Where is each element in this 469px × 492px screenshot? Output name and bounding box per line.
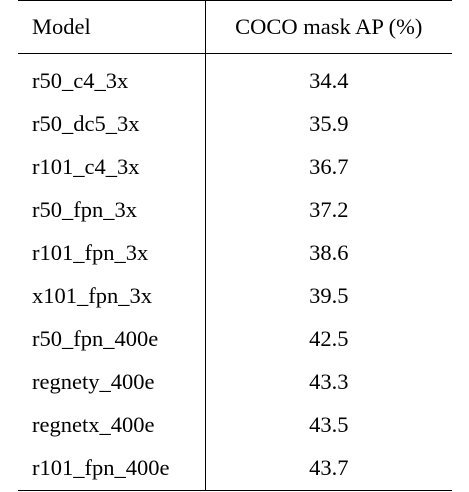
table-row: r101_fpn_3x 38.6 <box>18 232 452 275</box>
cell-coco-mask-ap: 43.7 <box>309 455 349 481</box>
cell-coco-mask-ap: 39.5 <box>309 283 349 309</box>
table-row: r50_fpn_400e 42.5 <box>18 318 452 361</box>
cell-model-name: r101_fpn_400e <box>18 447 206 491</box>
table-row: regnety_400e 43.3 <box>18 361 452 404</box>
table-row: r50_c4_3x 34.4 <box>18 53 452 103</box>
table-row: regnetx_400e 43.5 <box>18 404 452 447</box>
table-row: r101_c4_3x 36.7 <box>18 146 452 189</box>
header-model: Model <box>18 0 206 54</box>
table-row: r101_fpn_400e 43.7 <box>18 447 452 491</box>
table-row: x101_fpn_3x 39.5 <box>18 275 452 318</box>
header-coco-mask-ap: COCO mask AP (%) <box>235 13 423 39</box>
cell-model-name: x101_fpn_3x <box>18 275 206 318</box>
table-body: r50_c4_3x 34.4 r50_dc5_3x 35.9 r101_c4_3x 36.… <box>18 53 452 491</box>
cell-coco-mask-ap: 36.7 <box>309 154 349 180</box>
cell-coco-mask-ap: 43.3 <box>309 369 349 395</box>
cell-model-name: regnetx_400e <box>18 404 206 447</box>
cell-model-name: regnety_400e <box>18 361 206 404</box>
cell-coco-mask-ap: 37.2 <box>309 197 349 223</box>
header-row: Model COCO mask AP (%) <box>18 0 452 54</box>
results-table: Model COCO mask AP (%) r50_c4_3x 34.4 r50_… <box>18 0 452 491</box>
cell-coco-mask-ap: 34.4 <box>309 68 349 94</box>
cell-model-name: r50_fpn_400e <box>18 318 206 361</box>
table-row: r50_dc5_3x 35.9 <box>18 103 452 146</box>
cell-model-name: r101_c4_3x <box>18 146 206 189</box>
cell-coco-mask-ap: 43.5 <box>309 412 349 438</box>
cell-model-name: r50_dc5_3x <box>18 103 206 146</box>
cell-coco-mask-ap: 42.5 <box>309 326 349 352</box>
cell-model-name: r50_c4_3x <box>18 53 206 103</box>
cell-coco-mask-ap: 35.9 <box>309 111 349 137</box>
cell-coco-mask-ap: 38.6 <box>309 240 349 266</box>
cell-model-name: r50_fpn_3x <box>18 189 206 232</box>
cell-model-name: r101_fpn_3x <box>18 232 206 275</box>
table-row: r50_fpn_3x 37.2 <box>18 189 452 232</box>
